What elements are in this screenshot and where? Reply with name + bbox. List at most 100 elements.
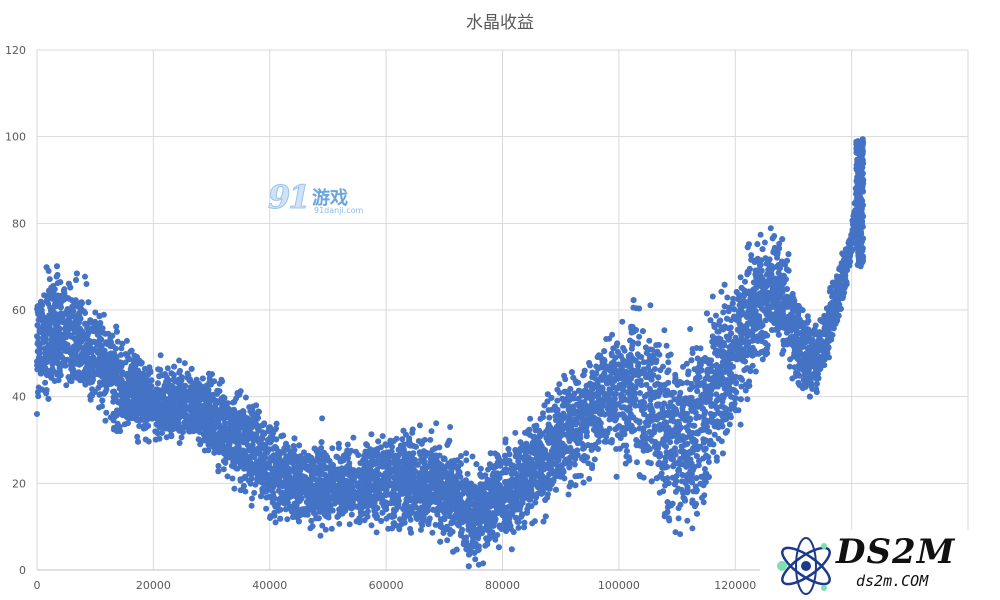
- scatter-point: [134, 433, 141, 440]
- scatter-point: [103, 409, 110, 416]
- scatter-point: [373, 529, 380, 536]
- scatter-point: [728, 401, 735, 408]
- scatter-point: [657, 387, 663, 394]
- scatter-point: [444, 537, 451, 544]
- scatter-point: [344, 441, 351, 448]
- scatter-point: [178, 434, 185, 441]
- scatter-point: [206, 370, 212, 377]
- scatter-point: [767, 225, 774, 232]
- scatter-point: [724, 294, 731, 301]
- scatter-point: [675, 505, 682, 512]
- scatter-point: [176, 357, 183, 364]
- scatter-points: [34, 136, 867, 570]
- scatter-point: [397, 442, 404, 449]
- scatter-point: [727, 414, 734, 421]
- scatter-point: [463, 457, 470, 464]
- scatter-point: [61, 286, 68, 293]
- scatter-point: [720, 309, 727, 316]
- scatter-point: [270, 430, 277, 437]
- scatter-point: [82, 273, 88, 280]
- scatter-point: [163, 434, 170, 441]
- scatter-point: [248, 475, 255, 482]
- scatter-point: [416, 422, 423, 429]
- scatter-point: [237, 487, 244, 494]
- scatter-point: [118, 345, 125, 352]
- y-tick-label: 120: [5, 44, 26, 57]
- y-tick-label: 40: [12, 391, 26, 404]
- x-tick-label: 20000: [136, 579, 171, 592]
- scatter-point: [157, 352, 164, 359]
- scatter-point: [301, 449, 307, 456]
- scatter-point: [433, 420, 440, 427]
- scatter-point: [148, 377, 155, 384]
- scatter-point: [494, 532, 501, 538]
- scatter-point: [518, 513, 525, 520]
- scatter-point: [684, 440, 691, 447]
- scatter-point: [242, 394, 249, 401]
- scatter-point: [713, 391, 720, 398]
- scatter-point: [687, 326, 694, 332]
- scatter-point: [450, 515, 457, 522]
- scatter-point: [637, 390, 643, 396]
- y-tick-label: 80: [12, 217, 26, 230]
- scatter-point: [717, 317, 724, 324]
- scatter-point: [713, 312, 719, 319]
- scatter-point: [554, 397, 561, 404]
- scatter-point: [634, 351, 641, 358]
- scatter-point: [335, 445, 342, 451]
- scatter-point: [660, 488, 667, 495]
- scatter-point: [672, 529, 679, 536]
- scatter-point: [683, 360, 690, 367]
- scatter-point: [646, 428, 653, 435]
- scatter-point: [136, 423, 143, 429]
- scatter-point: [527, 415, 534, 422]
- scatter-point: [329, 445, 336, 452]
- scatter-point: [761, 239, 768, 246]
- scatter-point: [92, 309, 99, 316]
- scatter-point: [153, 428, 160, 435]
- scatter-point: [253, 402, 260, 409]
- scatter-point: [348, 511, 355, 518]
- scatter-point: [556, 381, 563, 388]
- scatter-point: [705, 459, 712, 465]
- scatter-point: [665, 359, 672, 366]
- scatter-point: [730, 295, 737, 302]
- scatter-point: [114, 338, 121, 345]
- x-tick-label: 80000: [485, 579, 520, 592]
- scatter-point: [726, 421, 733, 428]
- scatter-point: [692, 483, 699, 490]
- scatter-point: [619, 318, 626, 325]
- scatter-point: [776, 240, 783, 247]
- scatter-point: [463, 450, 470, 457]
- scatter-point: [141, 365, 148, 372]
- scatter-point: [764, 257, 771, 264]
- scatter-point: [284, 516, 291, 523]
- scatter-point: [651, 429, 658, 436]
- chart-title: 水晶收益: [466, 13, 534, 33]
- scatter-point: [432, 521, 439, 528]
- scatter-point: [412, 504, 419, 511]
- scatter-point: [176, 440, 183, 446]
- scatter-point: [231, 485, 238, 492]
- scatter-point: [759, 356, 766, 363]
- x-tick-label: 0: [34, 579, 41, 592]
- scatter-point: [55, 377, 62, 384]
- scatter-point: [463, 534, 470, 541]
- scatter-point: [328, 525, 335, 532]
- scatter-point: [718, 288, 725, 295]
- scatter-point: [263, 505, 270, 512]
- scatter-point: [784, 286, 791, 292]
- scatter-point: [671, 396, 678, 403]
- x-tick-label: 120000: [714, 579, 756, 592]
- scatter-point: [677, 531, 684, 538]
- y-tick-label: 60: [12, 304, 26, 317]
- x-tick-label: 100000: [598, 579, 640, 592]
- scatter-point: [655, 341, 662, 348]
- scatter-point: [480, 560, 487, 567]
- scatter-point: [737, 421, 744, 428]
- scatter-point: [571, 390, 578, 397]
- scatter-point: [667, 351, 674, 358]
- scatter-point: [393, 435, 400, 442]
